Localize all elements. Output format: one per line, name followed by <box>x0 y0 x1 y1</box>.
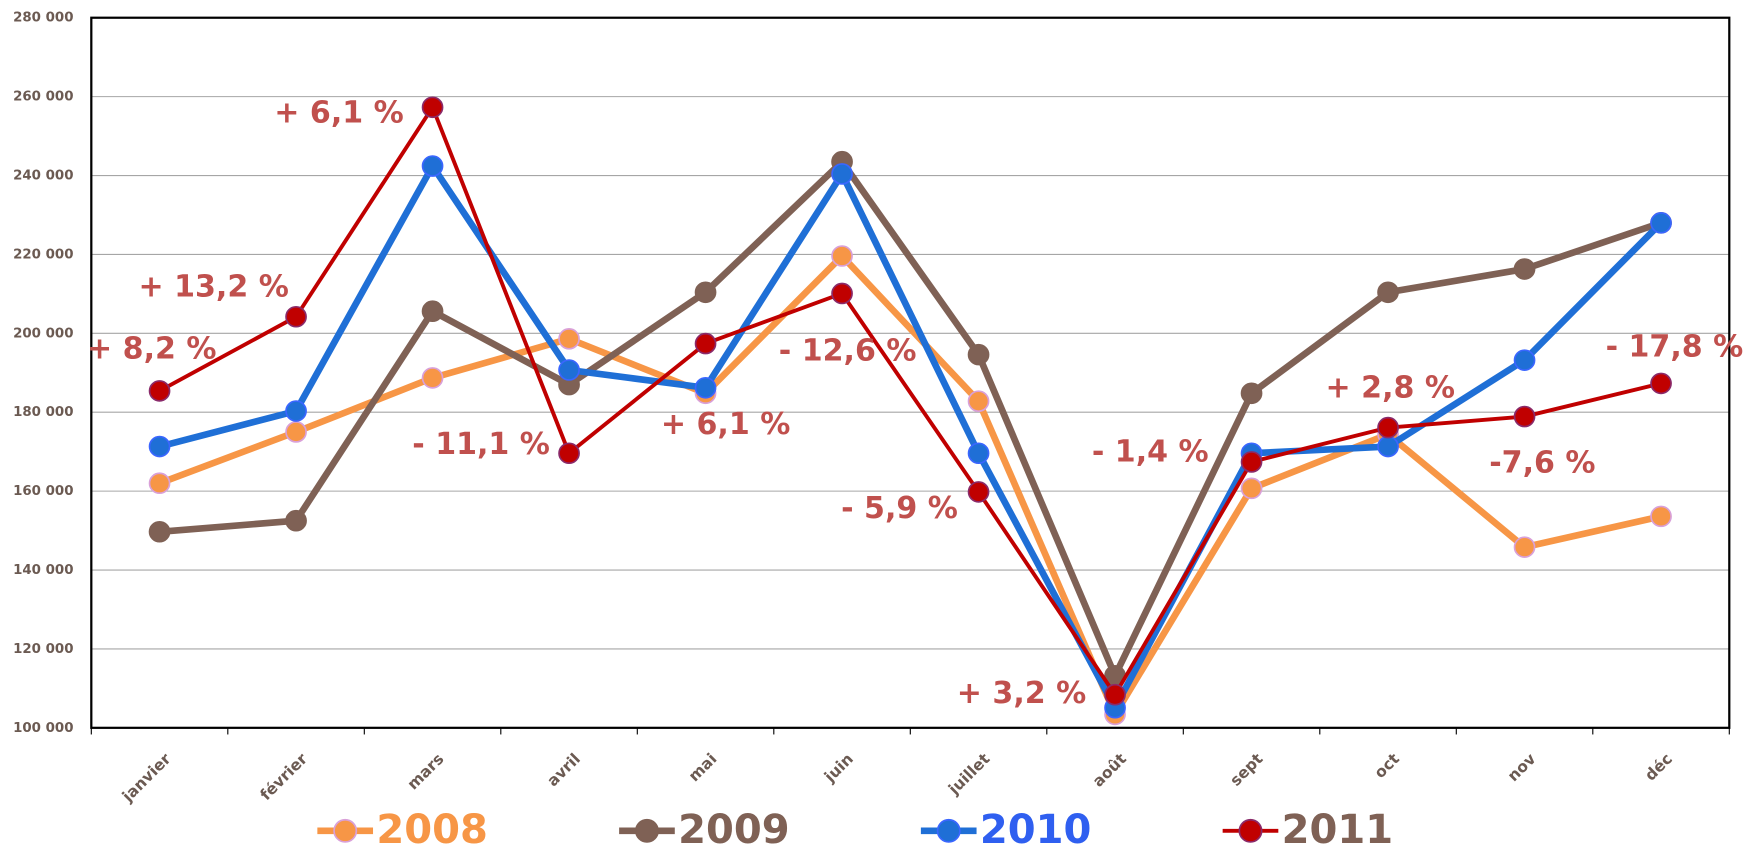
data-point <box>1104 683 1126 706</box>
data-point <box>148 435 171 458</box>
legend-label: 2008 <box>376 807 488 853</box>
series-line <box>159 158 1663 680</box>
data-point <box>694 376 717 399</box>
data-point <box>558 359 580 381</box>
x-tick-label: avril <box>544 750 584 790</box>
data-point <box>285 400 307 422</box>
data-point <box>1377 435 1399 458</box>
x-tick-label: nov <box>1504 750 1539 785</box>
data-point <box>1377 281 1399 304</box>
annotation: + 3,2 % <box>957 676 1086 711</box>
data-point <box>967 442 990 465</box>
data-point <box>967 481 990 503</box>
annotation: + 8,2 % <box>87 331 216 366</box>
data-point <box>831 282 853 305</box>
data-point <box>967 390 990 412</box>
data-point <box>558 442 580 465</box>
annotation: - 17,8 % <box>1606 330 1744 365</box>
annotation: + 6,1 % <box>274 95 403 130</box>
y-tick-label: 240 000 <box>13 169 73 184</box>
y-tick-label: 120 000 <box>13 642 73 657</box>
data-point <box>148 472 171 495</box>
series-line <box>158 105 1662 697</box>
annotation: + 2,8 % <box>1326 370 1455 405</box>
y-tick-label: 140 000 <box>13 563 73 578</box>
y-tick-label: 220 000 <box>13 247 73 262</box>
data-point <box>285 509 307 532</box>
x-tick-label: janvier <box>118 750 175 806</box>
legend-marker <box>936 818 961 843</box>
x-tick-label: mars <box>404 750 448 793</box>
legend-marker <box>634 818 659 843</box>
data-point <box>421 96 444 119</box>
data-point <box>285 421 307 443</box>
annotation: - 1,4 % <box>1092 435 1209 470</box>
data-point <box>421 300 444 323</box>
y-tick-label: 100 000 <box>13 721 73 736</box>
data-point <box>148 520 171 543</box>
x-tick-label: sept <box>1227 750 1267 790</box>
legend-label: 2010 <box>980 807 1092 853</box>
data-point <box>1513 536 1536 558</box>
y-tick-label: 160 000 <box>13 484 73 499</box>
data-point <box>1513 405 1536 428</box>
x-tick-label: août <box>1089 750 1130 791</box>
x-tick-label: mai <box>685 750 720 785</box>
data-point <box>1377 416 1399 439</box>
data-point <box>1513 349 1536 371</box>
data-point <box>967 343 990 366</box>
data-point <box>1240 451 1263 473</box>
legend-marker <box>333 818 358 843</box>
data-point <box>694 332 717 355</box>
series-line <box>158 162 1664 712</box>
data-point <box>694 281 717 304</box>
data-point <box>421 367 444 389</box>
y-tick-label: 260 000 <box>13 90 73 105</box>
data-point <box>148 380 171 402</box>
data-point <box>1650 212 1672 234</box>
y-tick-label: 200 000 <box>13 326 73 341</box>
x-tick-label: déc <box>1641 750 1676 784</box>
annotation: + 6,1 % <box>661 407 790 442</box>
data-point <box>1240 382 1263 405</box>
annotation: -7,6 % <box>1489 446 1595 481</box>
annotation: - 11,1 % <box>412 427 550 462</box>
x-tick-label: février <box>257 750 312 804</box>
annotation: - 5,9 % <box>841 491 958 526</box>
annotation: + 13,2 % <box>138 269 288 304</box>
data-point <box>1650 372 1672 395</box>
series-line <box>158 252 1662 718</box>
x-tick-label: juillet <box>944 750 994 799</box>
data-point <box>831 163 853 185</box>
annotation: - 12,6 % <box>779 334 917 369</box>
y-tick-label: 180 000 <box>13 405 73 420</box>
data-point <box>558 328 580 350</box>
legend-label: 2009 <box>678 807 790 853</box>
data-point <box>1240 477 1263 500</box>
data-point <box>1513 258 1536 280</box>
data-point <box>831 245 853 267</box>
y-tick-label: 280 000 <box>13 11 73 26</box>
data-point <box>1650 505 1672 528</box>
x-tick-label: juin <box>820 750 857 787</box>
legend-marker <box>1238 818 1263 843</box>
data-point <box>421 155 444 177</box>
x-tick-label: oct <box>1371 750 1404 782</box>
data-point <box>285 305 307 328</box>
legend-label: 2011 <box>1282 807 1394 853</box>
